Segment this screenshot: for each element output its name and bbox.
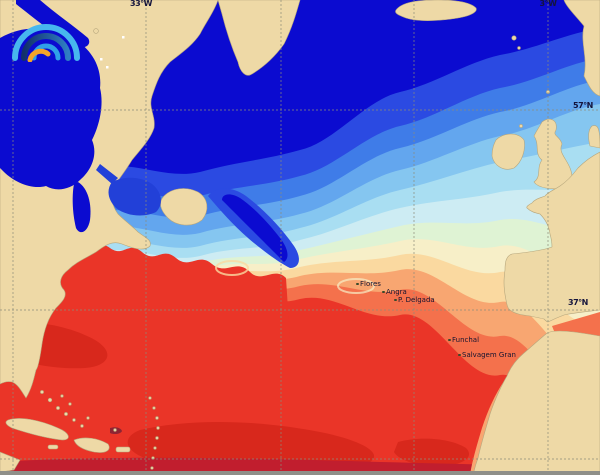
place-label: Flores bbox=[360, 280, 381, 288]
land-newfoundland bbox=[160, 188, 208, 226]
land-africa bbox=[472, 330, 600, 475]
place-angra: Angra bbox=[382, 289, 407, 296]
warmest-water-patches bbox=[0, 322, 600, 475]
place-label: Angra bbox=[386, 288, 407, 296]
hudson-bay bbox=[0, 28, 102, 190]
place-marker bbox=[382, 290, 385, 294]
place-label: Funchal bbox=[452, 336, 480, 344]
place-label: P. Delgada bbox=[398, 296, 435, 304]
place-flores: Flores bbox=[356, 281, 381, 288]
land-greenland bbox=[217, 0, 301, 76]
rainbow-arcs-logo bbox=[8, 14, 94, 62]
place-funchal: Funchal bbox=[448, 337, 479, 344]
place-salvagem-gran: Salvagem Gran bbox=[458, 352, 516, 359]
logo-accent-arc bbox=[27, 48, 51, 62]
grid-label-37n: 37°N bbox=[568, 298, 588, 307]
land-ireland bbox=[491, 133, 525, 170]
place-label: Salvagem Gran bbox=[462, 351, 516, 359]
logo-outer-arc bbox=[12, 24, 80, 61]
logo-middle-arc bbox=[21, 33, 71, 61]
place-marker bbox=[394, 298, 397, 302]
land-iceland bbox=[395, 0, 477, 21]
bottom-edge-strip bbox=[0, 471, 600, 475]
place-marker bbox=[356, 282, 359, 286]
land-europe bbox=[503, 151, 600, 323]
gulf-stream-eddies bbox=[20, 245, 290, 340]
grid-label-33w: 33°W bbox=[130, 0, 152, 8]
grid-label-3w: 3°W bbox=[539, 0, 557, 8]
land-norway bbox=[563, 0, 600, 97]
grid-label-57n: 57°N bbox=[573, 101, 593, 110]
place-marker bbox=[448, 338, 451, 342]
place-p-delgada: P. Delgada bbox=[394, 297, 435, 304]
gulf-of-st-lawrence bbox=[108, 177, 161, 216]
land-caribbean bbox=[0, 390, 160, 473]
place-marker bbox=[458, 353, 461, 357]
